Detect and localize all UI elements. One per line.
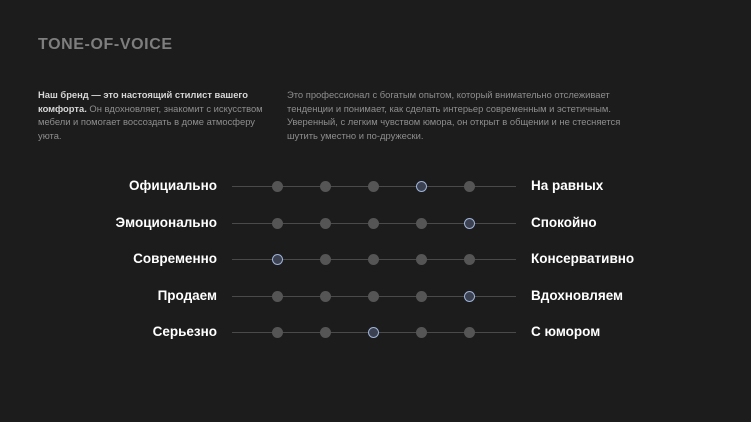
scale-point-selected[interactable] <box>464 290 475 302</box>
scale-point[interactable] <box>272 290 283 302</box>
scale-right-label: Консервативно <box>531 251 635 266</box>
scale-point[interactable] <box>368 254 379 265</box>
scale-point[interactable] <box>416 327 427 338</box>
scale-point[interactable] <box>416 290 427 302</box>
scale-point[interactable] <box>272 181 283 192</box>
scale-left-label: Серьезно <box>152 324 217 339</box>
scale-row: Эмоционально Спокойно <box>0 206 751 242</box>
intro-left: Наш бренд — это настоящий стилист вашего… <box>38 88 263 142</box>
scale-point[interactable] <box>416 217 427 229</box>
scale-point[interactable] <box>464 327 475 338</box>
scale-point[interactable] <box>272 217 283 229</box>
scale-row: Современно Консервативно <box>0 242 751 278</box>
scale-row: Официально На равных <box>0 169 751 205</box>
scale-point[interactable] <box>368 217 379 229</box>
scale-point[interactable] <box>464 181 475 192</box>
intro-left-rest: Он вдохновляет, знакомит с искусством ме… <box>38 102 263 141</box>
scale-point[interactable] <box>320 290 331 302</box>
scale-row: Продаем Вдохновляем <box>0 279 751 315</box>
scale-right-label: С юмором <box>531 324 601 339</box>
scale-point[interactable] <box>320 181 331 192</box>
scale-point-selected[interactable] <box>272 254 283 265</box>
page-title: TONE-OF-VOICE <box>38 36 173 53</box>
scale-point[interactable] <box>368 181 379 192</box>
scale-left-label: Продаем <box>157 287 217 303</box>
scale-point-selected[interactable] <box>368 327 379 338</box>
scale-point[interactable] <box>320 254 331 265</box>
scale-point-selected[interactable] <box>464 217 475 229</box>
intro-left-strong: Наш бренд — это настоящий стилист вашего… <box>38 89 248 114</box>
scale-right-label: Вдохновляем <box>531 287 624 303</box>
scale-point[interactable] <box>320 327 331 338</box>
scale-right-label: Спокойно <box>531 214 597 230</box>
scale-right-label: На равных <box>531 178 604 193</box>
scale-point[interactable] <box>368 290 379 302</box>
scale-left-label: Официально <box>129 178 217 193</box>
scale-point[interactable] <box>464 254 475 265</box>
scale-left-label: Современно <box>133 251 217 266</box>
scale-row: Серьезно С юмором <box>0 315 751 351</box>
scale-point[interactable] <box>320 217 331 229</box>
scale-point[interactable] <box>272 327 283 338</box>
scale-point-selected[interactable] <box>416 181 427 192</box>
intro-right: Это профессионал с богатым опытом, котор… <box>287 89 621 141</box>
scale-left-label: Эмоционально <box>115 214 217 230</box>
scale-point[interactable] <box>416 254 427 265</box>
